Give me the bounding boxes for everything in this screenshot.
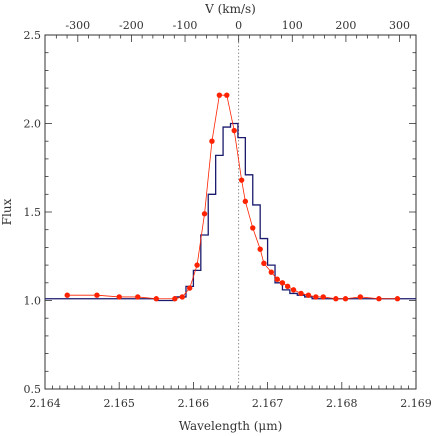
model-data-point [333, 296, 339, 302]
top-velocity-axis: -300 -200 -100 0 100 200 300 [55, 19, 411, 42]
top-tick-label: 300 [389, 19, 410, 32]
model-data-point [342, 296, 349, 302]
left-y-axis: 0.5 1.0 1.5 2.0 2.5 [24, 29, 416, 396]
x-axis-title: Wavelength (μm) [179, 419, 283, 433]
model-data-point [279, 280, 286, 286]
model-data-point [290, 287, 297, 293]
model-data-point [376, 296, 382, 302]
model-data-point [242, 198, 249, 205]
y-tick-label: 2.5 [24, 29, 42, 42]
model-data-point [209, 138, 215, 144]
top-axis-title: V (km/s) [204, 2, 256, 16]
x-tick-label: 2.166 [178, 397, 210, 410]
model-data-point [216, 92, 223, 98]
y-axis-title: Flux [0, 198, 14, 225]
x-tick-label: 2.164 [29, 397, 61, 410]
top-tick-label: 200 [335, 19, 356, 32]
model-data-point [201, 211, 208, 217]
model-data-point [224, 92, 230, 98]
y-tick-label: 2.0 [24, 118, 42, 131]
model-data-point [172, 296, 178, 302]
y-tick-label: 1.5 [24, 206, 42, 219]
model-data-point [268, 269, 275, 275]
model-data-point [357, 294, 364, 300]
model-data-point [238, 177, 245, 183]
model-data-point [298, 290, 304, 297]
model-data-point [94, 292, 100, 298]
model-data-point [261, 260, 267, 267]
x-tick-label: 2.169 [400, 397, 432, 410]
model-data-point [231, 127, 237, 134]
model-data-point [284, 283, 291, 290]
model-data-point [186, 285, 193, 291]
model-line-series [67, 94, 398, 300]
model-data-point [274, 276, 280, 282]
model-data-point [116, 294, 122, 300]
model-data-point [257, 246, 263, 252]
model-data-point [250, 225, 256, 231]
x-tick-label: 2.168 [326, 397, 358, 410]
model-data-point [305, 292, 312, 298]
x-tick-label: 2.165 [103, 397, 135, 410]
top-tick-label: -100 [173, 19, 198, 32]
y-tick-label: 1.0 [24, 295, 42, 308]
bottom-x-axis: 2.164 2.165 2.166 2.167 2.168 2.169 [29, 382, 432, 410]
plot-frame [44, 34, 417, 390]
model-data-point [135, 294, 141, 300]
model-data-point [153, 296, 159, 302]
stepped-profile-series [45, 122, 416, 302]
model-data-point [394, 296, 401, 302]
model-data-point [313, 294, 319, 300]
top-tick-label: 0 [235, 19, 242, 32]
x-tick-label: 2.167 [252, 397, 284, 410]
top-tick-label: 100 [282, 19, 303, 32]
model-data-point [320, 294, 326, 300]
model-data-point [194, 262, 200, 268]
top-tick-label: -300 [65, 19, 90, 32]
y-tick-label: 0.5 [24, 383, 42, 396]
top-tick-label: -200 [119, 19, 144, 32]
model-data-point [64, 292, 70, 298]
series-layer [45, 92, 416, 302]
model-data-point [179, 294, 185, 300]
